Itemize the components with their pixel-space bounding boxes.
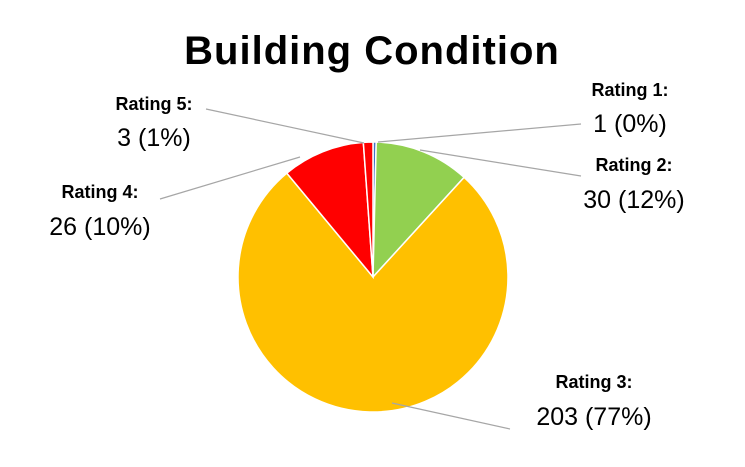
slice-label-rating-1: Rating 1: xyxy=(591,80,668,100)
leader-line-rating-3 xyxy=(391,402,511,430)
slice-value-rating-2: 30 (12%) xyxy=(583,186,684,214)
leader-line-rating-1 xyxy=(377,123,582,143)
pie-slice-rating-3 xyxy=(237,172,509,413)
data-labels: Rating 1: 1 (0%) Rating 2: 30 (12%) Rating 3… xyxy=(49,80,684,431)
slice-value-rating-3: 203 (77%) xyxy=(536,403,651,431)
chart-title: Building Condition xyxy=(184,29,560,73)
pie-slices xyxy=(237,141,509,413)
leader-line-rating-2 xyxy=(419,149,582,177)
slice-label-rating-2: Rating 2: xyxy=(595,155,672,175)
leader-line-rating-4 xyxy=(159,156,301,200)
leader-lines xyxy=(159,108,582,430)
slice-value-rating-1: 1 (0%) xyxy=(593,110,667,138)
slice-label-rating-5: Rating 5: xyxy=(115,94,192,114)
slice-value-rating-5: 3 (1%) xyxy=(117,124,191,152)
slice-value-rating-4: 26 (10%) xyxy=(49,213,150,241)
slice-label-rating-3: Rating 3: xyxy=(555,372,632,392)
slice-label-rating-4: Rating 4: xyxy=(61,182,138,202)
leader-line-rating-5 xyxy=(205,108,365,144)
